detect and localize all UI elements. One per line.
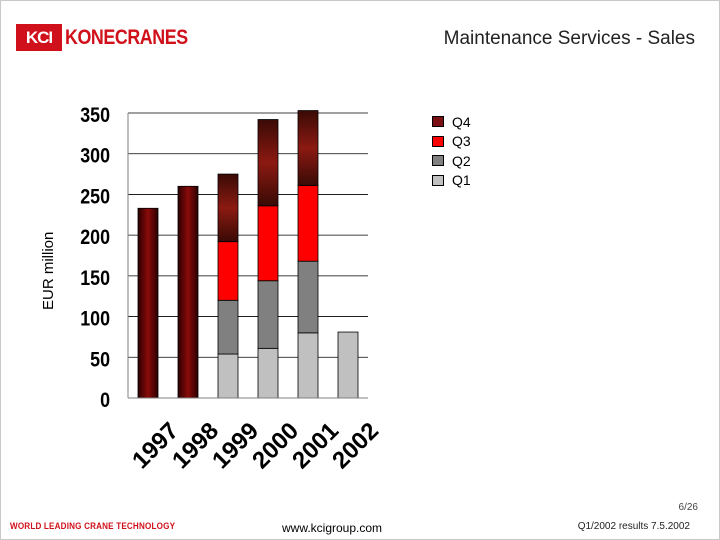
bar-segment-2001-q4 [297,110,319,186]
bar-segment-2002-q1 [337,331,359,399]
legend-item-q2: Q2 [432,151,471,171]
footer-report: Q1/2002 results 7.5.2002 [577,521,690,532]
bar-segment-2000-q4 [257,119,279,207]
legend: Q4 Q3 Q2 Q1 [432,112,471,190]
bar-segment-1999-q4 [217,173,239,243]
bar-segment-2001-q1 [297,332,319,399]
legend-label-q3: Q3 [452,133,471,150]
bar-segment-2000-q1 [257,347,279,399]
logo-mark: KCI [16,24,62,51]
legend-item-q4: Q4 [432,112,471,132]
legend-label-q1: Q1 [452,172,471,189]
y-tick-label: 300 [80,144,110,168]
legend-item-q3: Q3 [432,132,471,152]
bar-segment-2001-q3 [297,185,319,262]
page-number: 6/26 [678,502,698,513]
legend-label-q2: Q2 [452,152,471,169]
bar-segment-2001-q2 [297,260,319,334]
y-tick-label: 350 [80,104,110,128]
logo-mark-text: KCI [25,27,53,47]
logo-text: KONECRANES [65,25,188,49]
legend-item-q1: Q1 [432,171,471,191]
legend-swatch-q3 [432,135,444,147]
bars [137,110,359,399]
y-tick-label: 100 [80,307,110,331]
bar-segment-2000-q3 [257,205,279,282]
bar-segment-1999-q2 [217,299,239,355]
bar-segment-1999-q1 [217,353,239,399]
gridlines [128,112,368,358]
bar-annual-1998 [177,185,199,399]
legend-swatch-q4 [432,116,444,128]
footer-url[interactable]: www.kcigroup.com [282,521,383,535]
y-tick-label: 200 [80,226,110,250]
legend-swatch-q1 [432,174,444,186]
footer-tagline: WORLD LEADING CRANE TECHNOLOGY [10,521,176,531]
bar-segment-2000-q2 [257,280,279,349]
legend-swatch-q2 [432,155,444,167]
y-tick-label: 0 [100,389,110,413]
bar-annual-1997 [137,207,159,399]
konecranes-logo: KCI KONECRANES [16,24,209,51]
slide-title: Maintenance Services - Sales [443,28,695,49]
y-tick-label: 50 [90,348,110,372]
y-tick-label: 150 [80,267,110,291]
x-tick-label: 2002 [327,417,384,474]
y-tick-labels: 0 50 100 150 200 250 300 350 [80,104,110,413]
legend-label-q4: Q4 [452,113,471,130]
y-tick-label: 250 [80,185,110,209]
bar-segment-1999-q3 [217,241,239,301]
